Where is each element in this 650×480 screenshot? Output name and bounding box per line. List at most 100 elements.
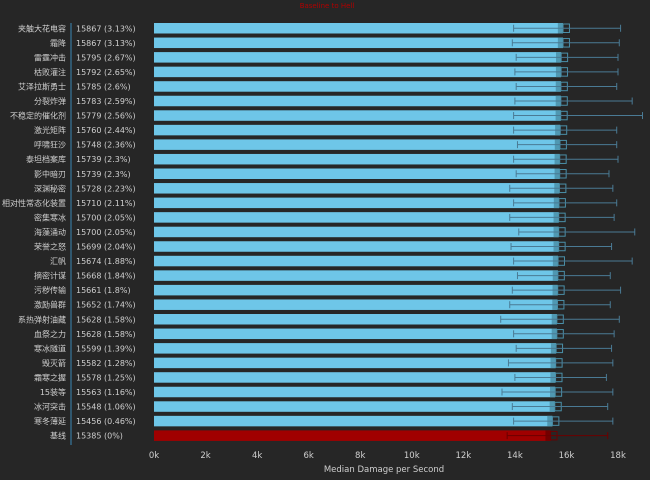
value-label: 15582 (1.28%)	[76, 359, 136, 368]
value-label: 15628 (1.58%)	[76, 315, 136, 324]
category-label: 系热弹射油藏	[18, 314, 66, 324]
bar	[154, 415, 553, 427]
category-label: 雷霆冲击	[34, 52, 66, 62]
bar-row: 激光矩阵 15760 (2.44%)	[34, 124, 618, 136]
bar	[154, 139, 560, 150]
bar-row: 激励兽群 15652 (1.74%)	[34, 299, 611, 310]
value-label: 15456 (0.46%)	[76, 417, 136, 426]
x-tick-label: 10k	[404, 451, 420, 461]
bar	[154, 168, 560, 179]
bar	[154, 372, 556, 383]
bar-row: 基线 15385 (0%)	[50, 430, 609, 441]
bar-row: 海藻涌动 15700 (2.05%)	[34, 226, 636, 238]
bar-row: 呼啸狂沙 15748 (2.36%)	[34, 139, 618, 150]
category-label: 汇帆	[50, 256, 66, 266]
bar-row: 污秽传输 15661 (1.8%)	[34, 284, 622, 296]
value-label: 15739 (2.3%)	[76, 170, 131, 179]
value-label: 15760 (2.44%)	[76, 126, 136, 135]
category-label: 毁灭箭	[42, 358, 66, 368]
plot-area: 夹触大花电容 15867 (3.13%) 霜降 15867 (3.13%) 雷霆冲击 15…	[2, 23, 643, 461]
category-label: 密集寒冰	[34, 212, 66, 222]
bar-row: 摘密计谋 15668 (1.84%)	[34, 270, 611, 281]
bar-row: 系热弹射油藏 15628 (1.58%)	[18, 314, 620, 325]
bar	[154, 52, 562, 63]
value-label: 15578 (1.25%)	[76, 373, 136, 382]
bar	[154, 153, 560, 165]
bar-row: 深渊秘密 15728 (2.23%)	[34, 183, 614, 194]
bar	[154, 328, 557, 340]
x-tick-label: 4k	[252, 451, 262, 461]
category-label: 泰坦档案库	[26, 154, 66, 164]
category-label: 霜寒之握	[34, 372, 66, 382]
bar-row: 密集寒冰 15700 (2.05%)	[34, 212, 615, 223]
value-label: 15700 (2.05%)	[76, 213, 136, 222]
bar	[154, 241, 559, 252]
bar	[154, 386, 556, 398]
bar	[154, 284, 558, 296]
bar-row: 汇帆 15674 (1.88%)	[50, 255, 633, 267]
value-label: 15563 (1.16%)	[76, 388, 136, 397]
x-tick-label: 8k	[355, 451, 365, 461]
bar-row: 寒冬薄延 15456 (0.46%)	[34, 415, 614, 427]
bar-row: 泰坦档案库 15739 (2.3%)	[26, 153, 619, 165]
bar	[154, 314, 557, 325]
bar	[154, 197, 559, 209]
category-label: 夹触大花电容	[18, 23, 66, 33]
value-label: 15674 (1.88%)	[76, 257, 136, 266]
bar	[154, 183, 560, 194]
value-label: 15385 (0%)	[76, 432, 123, 441]
value-label: 15628 (1.58%)	[76, 330, 136, 339]
category-label: 霜降	[50, 38, 66, 48]
bar	[154, 37, 564, 49]
category-label: 艾泽拉斯勇士	[18, 81, 66, 91]
category-label: 枯败灌注	[34, 67, 66, 77]
value-label: 15739 (2.3%)	[76, 155, 131, 164]
category-label: 荣誉之怒	[34, 242, 66, 252]
category-label: 冰河突击	[34, 402, 66, 412]
bar-row: 影中暗刃 15739 (2.3%)	[34, 168, 610, 179]
category-label: 影中暗刃	[34, 169, 66, 179]
bar	[154, 124, 561, 136]
category-label: 激光矩阵	[34, 125, 66, 135]
category-label: 血祭之力	[34, 329, 66, 339]
x-tick-label: 2k	[200, 451, 210, 461]
value-label: 15710 (2.11%)	[76, 199, 136, 208]
bar	[154, 430, 551, 441]
value-label: 15792 (2.65%)	[76, 68, 136, 77]
bar-row: 毁灭箭 15582 (1.28%)	[42, 357, 614, 369]
bar	[154, 95, 561, 107]
category-label: 激励兽群	[34, 300, 66, 310]
value-label: 15652 (1.74%)	[76, 301, 136, 310]
value-label: 15699 (2.04%)	[76, 243, 136, 252]
bar-row: 15装等 15563 (1.16%)	[40, 386, 614, 398]
bar	[154, 226, 559, 238]
value-label: 15700 (2.05%)	[76, 228, 136, 237]
bar-row: 艾泽拉斯勇士 15785 (2.6%)	[18, 81, 618, 92]
value-label: 15661 (1.8%)	[76, 286, 131, 295]
value-label: 15779 (2.56%)	[76, 112, 136, 121]
category-label: 深渊秘密	[34, 183, 66, 193]
bar-row: 雷霆冲击 15795 (2.67%)	[34, 52, 619, 63]
x-tick-label: 12k	[455, 451, 471, 461]
category-label: 分裂炸弹	[34, 96, 66, 106]
x-tick-label: 16k	[559, 451, 575, 461]
bar-row: 霜寒之握 15578 (1.25%)	[34, 372, 607, 383]
value-label: 15548 (1.06%)	[76, 403, 136, 412]
category-label: 相对性常态化装置	[2, 198, 66, 208]
value-label: 15783 (2.59%)	[76, 97, 136, 106]
category-label: 基线	[50, 431, 66, 441]
category-label: 摘密计谋	[34, 271, 66, 281]
bar-row: 寒冰隧道 15599 (1.39%)	[34, 343, 613, 354]
category-label: 不稳定的催化剂	[10, 111, 66, 121]
category-label: 寒冰隧道	[34, 343, 66, 353]
bar	[154, 23, 564, 34]
value-label: 15795 (2.67%)	[76, 53, 136, 62]
bar	[154, 212, 559, 223]
value-label: 15599 (1.39%)	[76, 344, 136, 353]
bar-row: 血祭之力 15628 (1.58%)	[34, 328, 615, 340]
bar-row: 冰河突击 15548 (1.06%)	[34, 401, 609, 412]
x-tick-label: 0k	[149, 451, 159, 461]
category-label: 呼啸狂沙	[34, 140, 66, 150]
bar	[154, 110, 561, 121]
value-label: 15867 (3.13%)	[76, 24, 136, 33]
